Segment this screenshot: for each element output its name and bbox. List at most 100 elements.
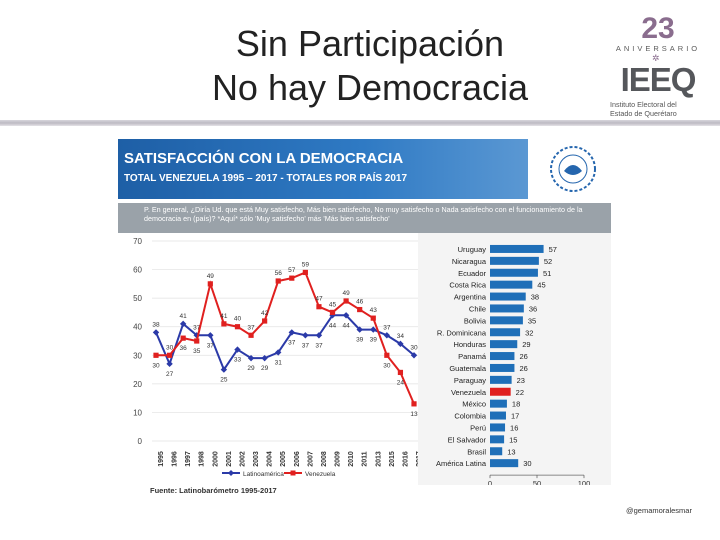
data-label: 37 [315,342,323,349]
data-point [179,320,187,328]
x-tick-label: 1995 [158,451,165,467]
bar-value-label: 30 [523,459,531,468]
data-point [315,332,323,339]
logo-anniversary-number: 23 [641,12,675,45]
bar [490,411,506,420]
bar-category-label: Bolivia [464,316,487,325]
y-tick-label: 40 [133,323,142,332]
bar [490,328,521,337]
data-label: 45 [329,301,337,308]
bar [490,423,506,432]
bar-category-label: Argentina [454,293,487,302]
data-point [288,329,295,336]
bar-category-label: Uruguay [458,245,487,254]
data-point [370,326,377,333]
bar-category-label: R. Dominicana [437,328,487,337]
data-point [384,352,390,358]
x-tick-label: 2004 [267,451,274,467]
bar-x-tick-label: 100 [578,479,591,485]
line-chart: 0 10 20 30 40 50 60 70 1995 1996 1997 1998 2000 2001 2… [118,233,423,485]
bar-x-tick-label: 50 [533,479,541,485]
data-label: 46 [356,299,364,306]
bar [490,292,526,301]
bar-value-label: 36 [529,304,537,313]
x-tick-label: 1997 [185,451,192,467]
data-label: 37 [193,324,201,331]
y-tick-label: 0 [138,437,143,446]
y-tick-label: 60 [133,266,142,275]
data-label: 37 [288,339,296,346]
bar-value-label: 35 [528,316,536,325]
data-label: 42 [261,310,269,317]
data-point [207,332,214,339]
slide-title-line1: Sin Participación [235,23,505,64]
legend-label: Venezuela [305,471,336,478]
chart-source: Fuente: Latinobarómetro 1995-2017 [150,486,277,495]
bar-category-label: Ecuador [458,269,486,278]
y-tick-label: 50 [133,294,142,303]
data-point [410,352,418,359]
data-label: 31 [275,359,283,366]
bar [490,340,518,349]
data-label: 47 [315,296,323,303]
bar-value-label: 17 [511,412,519,421]
x-tick-label: 1998 [199,451,206,467]
logo-wordmark: IEEQ [620,61,697,98]
x-tick-label: 2003 [253,451,260,467]
data-label: 30 [152,362,160,369]
survey-question-box: P. En general, ¿Diría Ud. que está Muy s… [118,203,611,233]
bar-category-label: Panamá [458,352,487,361]
data-label: 27 [166,371,174,378]
x-tick-label: 2009 [335,451,342,467]
data-point [166,360,173,368]
data-label: 33 [234,357,242,364]
y-tick-label: 10 [133,408,142,417]
data-label: 37 [383,324,391,331]
logo-star-icon: ✲ [652,53,660,63]
bar [490,304,524,313]
data-label: 39 [370,337,378,344]
survey-question: P. En general, ¿Diría Ud. que está Muy s… [144,205,583,223]
bar-category-label: El Salvador [448,435,487,444]
data-label: 37 [207,342,215,349]
data-label: 41 [180,313,188,320]
x-tick-label: 2006 [294,451,301,467]
data-point [302,332,309,339]
line-chart-background [118,233,418,485]
bar [490,256,539,265]
bar-value-label: 15 [509,435,517,444]
legend-marker [290,470,296,476]
bar-value-label: 52 [544,257,552,266]
panel-title: SATISFACCIÓN CON LA DEMOCRACIA [124,150,404,167]
data-label: 59 [302,261,310,268]
data-label: 44 [342,322,350,329]
panel-header: SATISFACCIÓN CON LA DEMOCRACIA TOTAL VEN… [118,139,528,199]
data-point [357,306,363,313]
x-tick-label: 2008 [321,451,328,467]
data-label: 29 [247,365,255,372]
data-label: 56 [275,270,283,277]
bar-category-label: Perú [470,423,486,432]
data-label: 49 [207,273,215,280]
data-point [342,312,350,319]
x-tick-label: 2013 [375,451,382,467]
bar-category-label: Chile [469,304,486,313]
data-label: 30 [383,362,391,369]
data-label: 30 [410,344,418,351]
data-label: 37 [247,324,255,331]
bar-value-label: 13 [507,447,515,456]
data-label: 29 [261,365,269,372]
latinobarometro-emblem-icon [550,146,596,192]
bar-value-label: 26 [519,364,527,373]
bar-value-label: 29 [522,340,530,349]
data-point [397,369,404,376]
chart-canvas: 0 10 20 30 40 50 60 70 1995 1996 1997 1998 2000 2001 2… [118,233,611,485]
bar-category-label: México [462,400,486,409]
bar [490,399,507,408]
bar [490,268,538,277]
data-point [356,326,363,333]
data-point [234,324,241,330]
y-tick-label: 20 [133,380,142,389]
bar-category-label: América Latina [436,459,487,468]
data-label: 36 [180,345,188,352]
